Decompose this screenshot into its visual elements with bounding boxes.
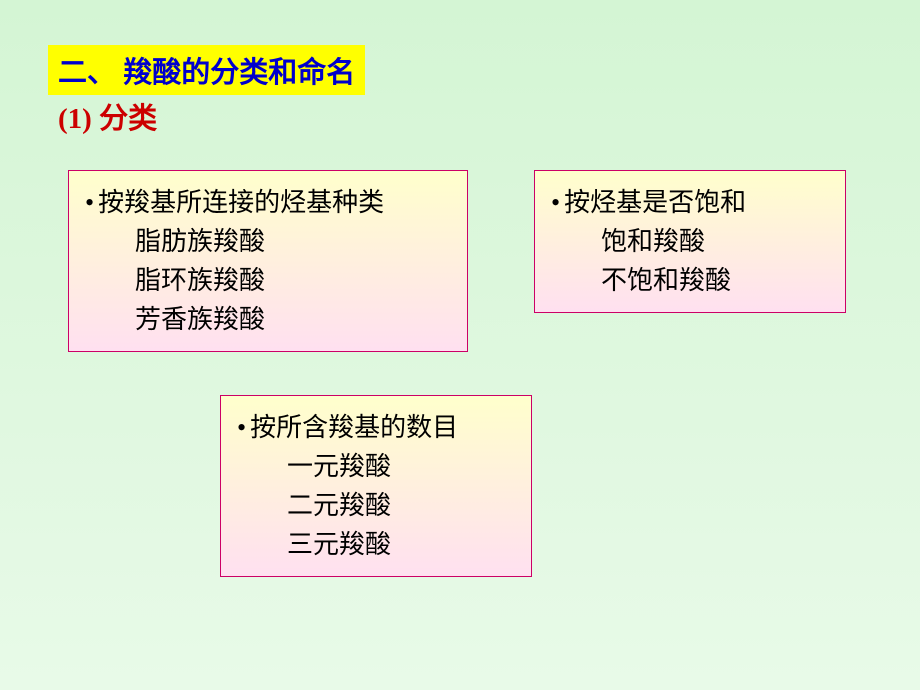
bullet-icon: •	[237, 413, 246, 442]
box1-item-2: 芳香族羧酸	[85, 300, 451, 339]
box3-header: •按所含羧基的数目	[237, 408, 515, 447]
section-title: 二、 羧酸的分类和命名	[48, 45, 365, 95]
box3-header-text: 按所含羧基的数目	[250, 413, 458, 442]
subsection-title-text: (1) 分类	[58, 103, 157, 135]
box3-item-0: 一元羧酸	[237, 447, 515, 486]
classification-box-1: •按羧基所连接的烃基种类 脂肪族羧酸 脂环族羧酸 芳香族羧酸	[68, 170, 468, 352]
classification-box-3: •按所含羧基的数目 一元羧酸 二元羧酸 三元羧酸	[220, 395, 532, 577]
box3-item-2: 三元羧酸	[237, 525, 515, 564]
subsection-title: (1) 分类	[58, 95, 157, 137]
bullet-icon: •	[551, 188, 560, 217]
box1-item-0: 脂肪族羧酸	[85, 222, 451, 261]
bullet-icon: •	[85, 188, 94, 217]
box2-item-1: 不饱和羧酸	[551, 261, 829, 300]
box1-header-text: 按羧基所连接的烃基种类	[98, 188, 384, 217]
section-title-text: 二、 羧酸的分类和命名	[58, 57, 355, 89]
box1-item-1: 脂环族羧酸	[85, 261, 451, 300]
classification-box-2: •按烃基是否饱和 饱和羧酸 不饱和羧酸	[534, 170, 846, 313]
box2-header: •按烃基是否饱和	[551, 183, 829, 222]
box1-header: •按羧基所连接的烃基种类	[85, 183, 451, 222]
box2-item-0: 饱和羧酸	[551, 222, 829, 261]
box2-header-text: 按烃基是否饱和	[564, 188, 746, 217]
box3-item-1: 二元羧酸	[237, 486, 515, 525]
